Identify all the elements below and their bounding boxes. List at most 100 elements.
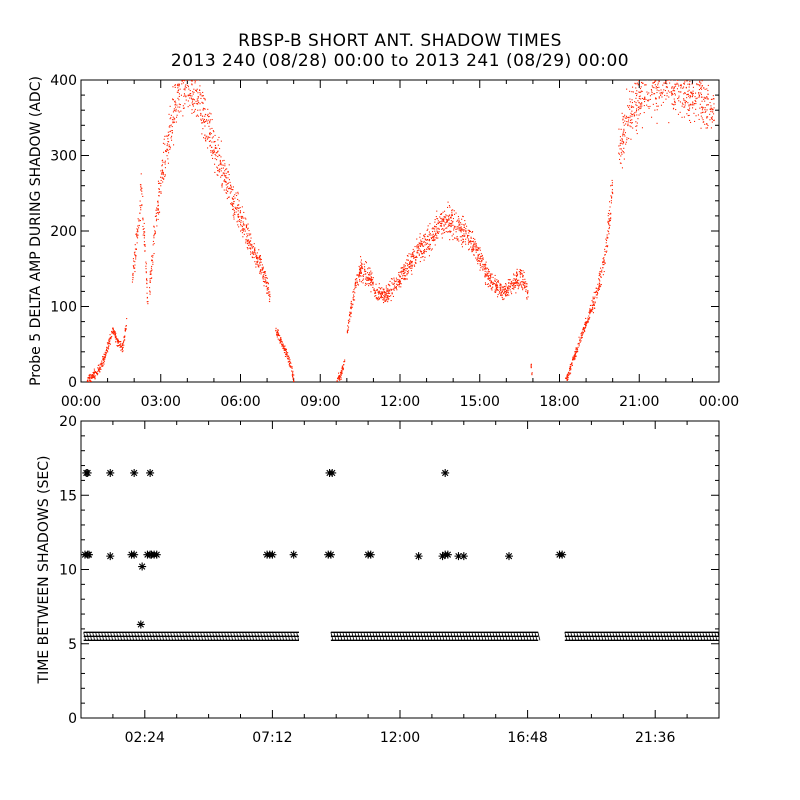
data-point (416, 247, 418, 249)
data-point (376, 298, 378, 300)
data-point (175, 108, 177, 110)
data-point (703, 73, 704, 74)
data-point (115, 337, 117, 339)
data-point (641, 90, 643, 92)
data-point (426, 243, 428, 245)
data-point (267, 282, 269, 284)
data-point (646, 91, 648, 93)
data-point (387, 283, 389, 285)
data-point (436, 232, 438, 234)
data-point (240, 215, 242, 217)
data-point (471, 251, 473, 253)
data-point (698, 93, 700, 95)
data-point (480, 255, 482, 257)
data-point (570, 364, 572, 366)
data-point (202, 91, 204, 93)
data-point (457, 238, 459, 240)
data-point (134, 248, 136, 250)
data-point (171, 139, 173, 141)
data-point (352, 298, 354, 300)
data-point (677, 77, 678, 78)
data-point (416, 238, 418, 240)
baseline-marker (173, 632, 177, 641)
data-point (358, 276, 360, 278)
data-point (164, 167, 166, 169)
data-point (522, 270, 524, 272)
data-point (633, 114, 635, 116)
baseline-marker (627, 632, 631, 641)
data-point (374, 295, 376, 297)
data-point (149, 280, 151, 282)
data-point (646, 80, 648, 81)
data-point (228, 164, 230, 166)
data-point (374, 291, 376, 293)
data-point (200, 119, 202, 121)
baseline-marker (275, 632, 279, 641)
data-point (377, 297, 379, 299)
data-point (131, 281, 133, 283)
data-point (443, 224, 445, 226)
data-point (530, 363, 532, 365)
data-point (574, 352, 576, 354)
data-point (473, 249, 475, 251)
data-point (434, 225, 436, 227)
data-point (111, 331, 113, 333)
data-point (507, 287, 509, 289)
data-point (349, 318, 351, 320)
data-point (442, 220, 444, 222)
data-point (199, 94, 201, 96)
data-point (236, 208, 238, 210)
data-point (462, 216, 464, 218)
data-point (169, 125, 171, 127)
data-point (686, 97, 688, 99)
data-point (484, 275, 486, 277)
data-point (224, 181, 226, 183)
data-point (362, 279, 364, 281)
data-point (384, 292, 386, 294)
data-point (390, 288, 392, 290)
data-point (233, 203, 235, 205)
data-point (210, 133, 212, 135)
data-point (654, 93, 656, 95)
data-point (574, 355, 576, 357)
data-point (706, 104, 708, 106)
data-point (630, 112, 632, 114)
data-point (454, 213, 456, 215)
data-point (354, 281, 356, 283)
data-point (429, 245, 431, 247)
data-point (644, 68, 645, 69)
data-point (465, 238, 467, 240)
data-point (342, 369, 344, 371)
data-point (641, 105, 643, 107)
data-point (160, 191, 162, 193)
data-point (470, 243, 472, 245)
data-point (209, 140, 211, 142)
data-point (680, 87, 682, 89)
data-point (468, 248, 470, 250)
data-point (487, 276, 489, 278)
data-point (513, 285, 515, 287)
data-point (192, 93, 194, 95)
data-point (370, 282, 372, 284)
data-point (168, 126, 170, 128)
data-point (431, 238, 433, 240)
data-point (530, 364, 532, 366)
data-point (675, 83, 677, 85)
data-point (409, 261, 411, 263)
data-point (599, 283, 601, 285)
data-point (434, 234, 436, 236)
data-point (248, 239, 250, 241)
data-point (482, 269, 484, 271)
data-point (599, 271, 601, 273)
data-point (694, 100, 696, 102)
data-point (366, 279, 368, 281)
baseline-marker (266, 632, 270, 641)
baseline-marker (414, 632, 418, 641)
data-point (651, 76, 652, 77)
data-point (451, 211, 453, 213)
data-point (649, 95, 651, 97)
data-point (203, 121, 205, 123)
data-point (428, 247, 430, 249)
data-point (570, 369, 572, 371)
baseline-marker (459, 632, 463, 641)
